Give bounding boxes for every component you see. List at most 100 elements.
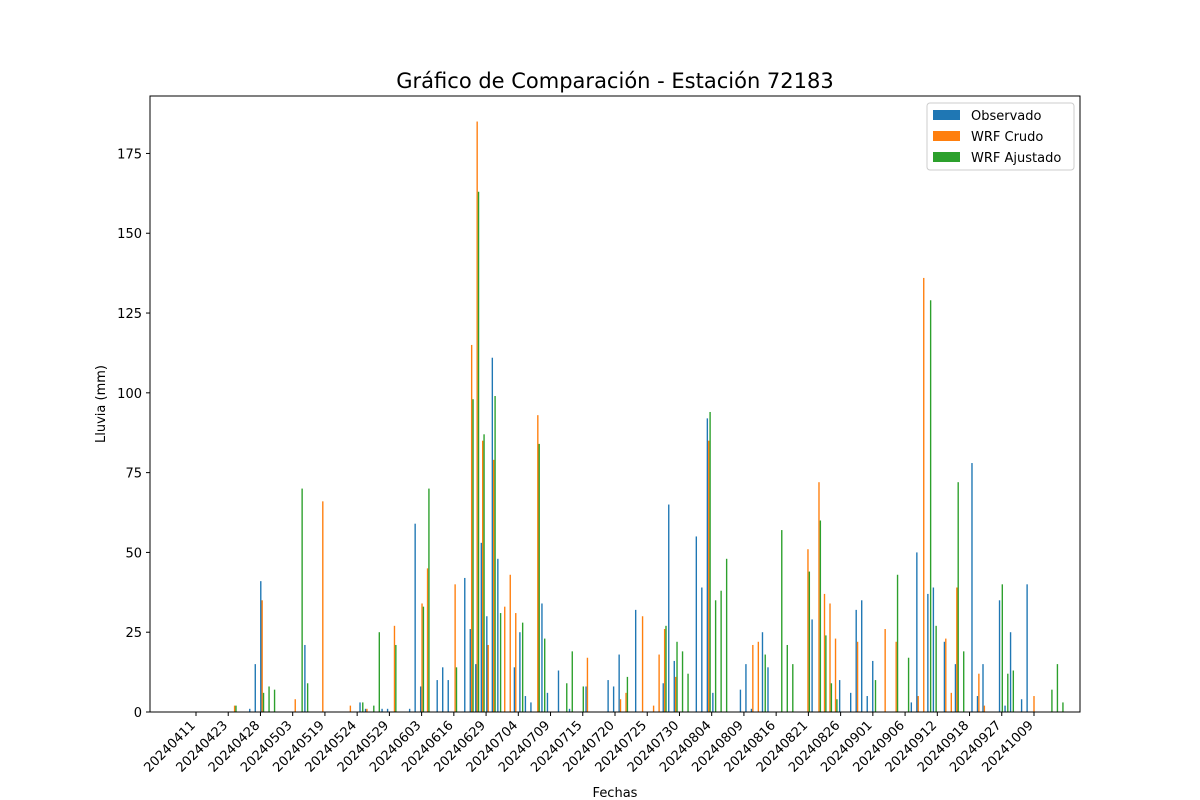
bar-observado-150 (1020, 699, 1023, 712)
bar-wrf-crudo-7 (233, 705, 236, 712)
bar-observado-130 (910, 702, 913, 712)
bar-wrf-ajustado-54 (494, 396, 496, 712)
bar-wrf-ajustado-51 (477, 191, 480, 712)
bar-wrf-ajustado-156 (1056, 664, 1059, 712)
bar-wrf-crudo-138 (956, 587, 958, 712)
bar-observado-71 (585, 686, 587, 712)
bar-wrf-crudo-18 (294, 699, 296, 712)
bar-wrf-ajustado-89 (687, 673, 689, 712)
bar-observado-64 (546, 692, 549, 712)
bar-observado-120 (855, 609, 857, 712)
bar-observado-151 (1026, 584, 1028, 712)
legend: Observado WRF Crudo WRF Ajustado (926, 102, 1075, 171)
bar-observado-80 (634, 609, 637, 712)
bar-observado-53 (486, 616, 488, 712)
bar-wrf-ajustado-32 (373, 705, 375, 712)
bar-observado-87 (673, 660, 675, 712)
bar-observado-63 (541, 603, 543, 712)
bar-wrf-crudo-78 (625, 692, 627, 712)
bar-observado-103 (761, 632, 764, 712)
bar-wrf-ajustado-129 (907, 657, 910, 712)
bar-wrf-ajustado-155 (1051, 689, 1053, 712)
bar-wrf-ajustado-50 (472, 399, 474, 712)
bar-wrf-ajustado-52 (483, 434, 485, 712)
bar-observado-34 (381, 708, 383, 712)
bar-wrf-crudo-132 (923, 277, 925, 712)
legend-label: Observado (971, 109, 1042, 124)
bar-observado-41 (419, 686, 422, 712)
y-tick-label: 25 (125, 626, 142, 641)
bar-observado-11 (254, 664, 256, 712)
chart-title: Gráfico de Comparación - Estación 72183 (396, 69, 833, 93)
bar-observado-143 (982, 664, 984, 712)
x-axis-label: Fechas (593, 786, 638, 800)
y-tick-label: 50 (125, 546, 142, 561)
bar-observado-119 (850, 692, 852, 712)
bar-observado-52 (480, 542, 482, 712)
bar-wrf-crudo-116 (834, 638, 837, 712)
bar-wrf-crudo-114 (823, 593, 826, 712)
bar-observado-142 (976, 696, 979, 712)
bar-observado-60 (524, 696, 527, 712)
bars-group (233, 121, 1064, 712)
bar-wrf-ajustado-63 (544, 638, 546, 712)
bar-wrf-crudo-137 (950, 692, 952, 712)
legend-swatch (933, 110, 960, 120)
bar-observado-121 (861, 600, 863, 712)
x-axis: 2024041120240423202404282024050320240519… (141, 712, 1037, 776)
bar-wrf-crudo-54 (493, 459, 495, 712)
bar-wrf-ajustado-157 (1062, 702, 1064, 712)
bar-wrf-ajustado-146 (1001, 584, 1003, 712)
bar-observado-10 (249, 708, 251, 712)
bar-observado-44 (436, 680, 438, 712)
bar-observado-77 (618, 654, 620, 712)
bar-wrf-crudo-127 (895, 641, 897, 712)
bar-wrf-crudo-81 (641, 616, 644, 712)
bar-wrf-ajustado-14 (273, 689, 276, 712)
bar-wrf-crudo-58 (515, 613, 517, 712)
bar-observado-86 (668, 504, 670, 712)
bar-wrf-ajustado-62 (538, 443, 540, 712)
bar-observado-50 (469, 629, 471, 712)
bar-observado-92 (701, 587, 703, 712)
bar-observado-35 (386, 708, 389, 712)
bar-wrf-ajustado-13 (268, 686, 270, 712)
bar-wrf-ajustado-103 (764, 654, 766, 712)
bar-wrf-ajustado-95 (720, 590, 722, 712)
bar-wrf-ajustado-113 (819, 520, 822, 712)
bar-wrf-crudo-113 (818, 482, 820, 712)
bar-wrf-ajustado-68 (571, 651, 573, 712)
bar-wrf-crudo-47 (454, 584, 456, 712)
plot-frame (149, 95, 1081, 713)
y-tick-label: 0 (134, 706, 142, 721)
bar-wrf-ajustado-20 (306, 683, 309, 712)
bar-observado-75 (607, 680, 609, 712)
bar-wrf-crudo-102 (757, 641, 760, 712)
bar-observado-20 (304, 644, 306, 712)
bar-wrf-crudo-84 (658, 654, 660, 712)
bar-wrf-crudo-143 (983, 705, 986, 712)
bar-wrf-crudo-50 (470, 344, 473, 712)
bar-wrf-ajustado-67 (566, 683, 568, 712)
bar-observado-91 (695, 536, 698, 712)
bar-wrf-crudo-101 (752, 644, 754, 712)
bar-observado-55 (497, 558, 499, 712)
bar-wrf-crudo-152 (1033, 696, 1035, 712)
bar-observado-141 (971, 463, 973, 712)
bar-observado-31 (364, 708, 367, 712)
bar-wrf-crudo-125 (884, 629, 886, 712)
bar-observado-51 (475, 664, 477, 712)
bar-wrf-ajustado-134 (935, 625, 937, 712)
bar-wrf-crudo-62 (537, 415, 539, 712)
bar-wrf-ajustado-107 (786, 644, 788, 712)
bar-wrf-crudo-53 (487, 644, 489, 712)
bar-wrf-ajustado-42 (428, 488, 430, 712)
y-tick-label: 175 (117, 147, 142, 162)
y-axis-label: Lluvia (mm) (94, 365, 109, 443)
legend-label: WRF Ajustado (971, 151, 1061, 166)
bar-wrf-crudo-77 (619, 699, 622, 712)
bar-wrf-ajustado-108 (792, 664, 794, 712)
bar-wrf-crudo-131 (917, 696, 919, 712)
bar-wrf-ajustado-30 (362, 702, 364, 712)
bar-wrf-crudo-87 (674, 676, 677, 712)
